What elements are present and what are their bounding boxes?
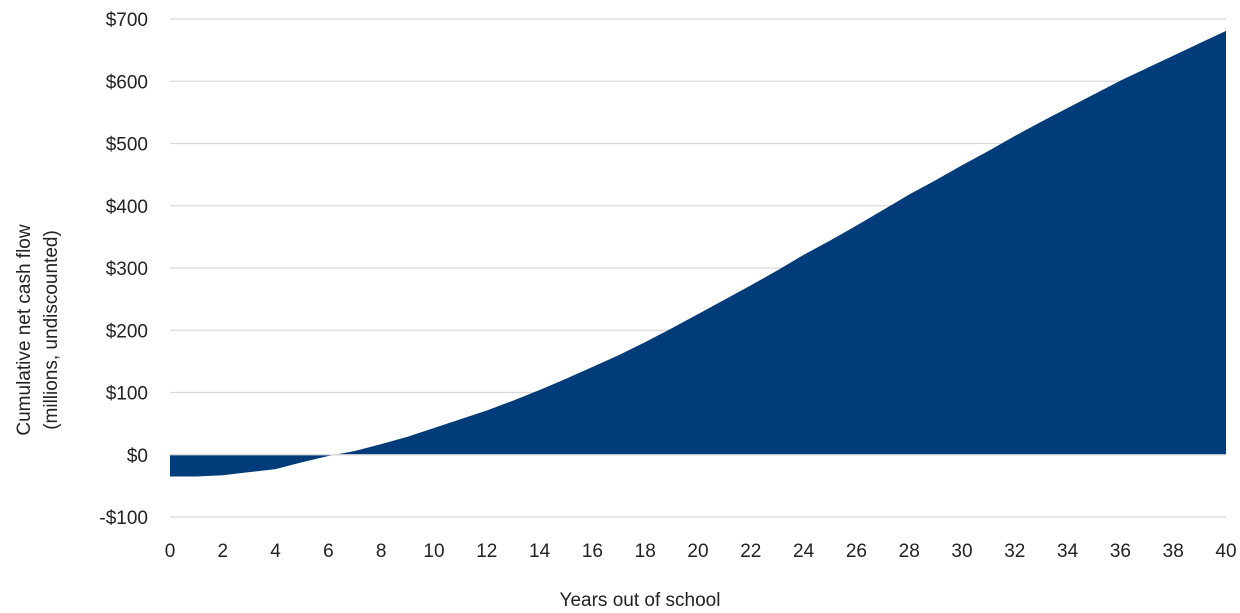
x-tick-label: 20: [687, 541, 708, 562]
x-tick-label: 8: [376, 541, 387, 562]
x-tick-label: 0: [165, 541, 176, 562]
area-layer: [170, 30, 1226, 477]
x-tick-label: 12: [476, 541, 497, 562]
y-axis-title-line-2: (millions, undiscounted): [41, 230, 62, 430]
x-tick-label: 40: [1215, 541, 1236, 562]
x-axis-tick-labels: 0 2 4 6 8 10 12 14 16 18 20 22 24 26 28 30 32 34 36 38 40: [165, 541, 1237, 562]
y-tick-label: $300: [106, 259, 148, 280]
y-tick-label: $200: [106, 321, 148, 342]
x-tick-label: 22: [740, 541, 761, 562]
y-axis-title-line-1: Cumulative net cash flow: [14, 224, 35, 435]
y-tick-label: $500: [106, 135, 148, 156]
y-tick-label: $400: [106, 197, 148, 218]
x-tick-label: 28: [899, 541, 920, 562]
y-tick-label: -$100: [99, 508, 148, 529]
x-tick-label: 26: [846, 541, 867, 562]
y-tick-label: $0: [127, 446, 148, 467]
x-tick-label: 6: [323, 541, 334, 562]
x-tick-label: 34: [1057, 541, 1079, 562]
x-tick-label: 16: [582, 541, 603, 562]
x-tick-label: 36: [1110, 541, 1131, 562]
x-tick-label: 32: [1004, 541, 1025, 562]
y-axis-tick-labels: -$100 $0 $100 $200 $300 $400 $500 $600 $700: [99, 10, 148, 529]
y-tick-label: $100: [106, 384, 148, 405]
x-tick-label: 2: [218, 541, 229, 562]
x-tick-label: 4: [270, 541, 281, 562]
y-axis-title: Cumulative net cash flow (millions, undi…: [14, 224, 62, 435]
y-tick-label: $600: [106, 72, 148, 93]
x-tick-label: 38: [1163, 541, 1184, 562]
x-tick-label: 10: [423, 541, 444, 562]
x-tick-label: 18: [635, 541, 656, 562]
y-tick-label: $700: [106, 10, 148, 31]
x-tick-label: 14: [529, 541, 551, 562]
x-tick-label: 30: [951, 541, 972, 562]
x-tick-label: 24: [793, 541, 815, 562]
x-axis-title: Years out of school: [560, 590, 721, 611]
series-area: [170, 30, 1226, 477]
